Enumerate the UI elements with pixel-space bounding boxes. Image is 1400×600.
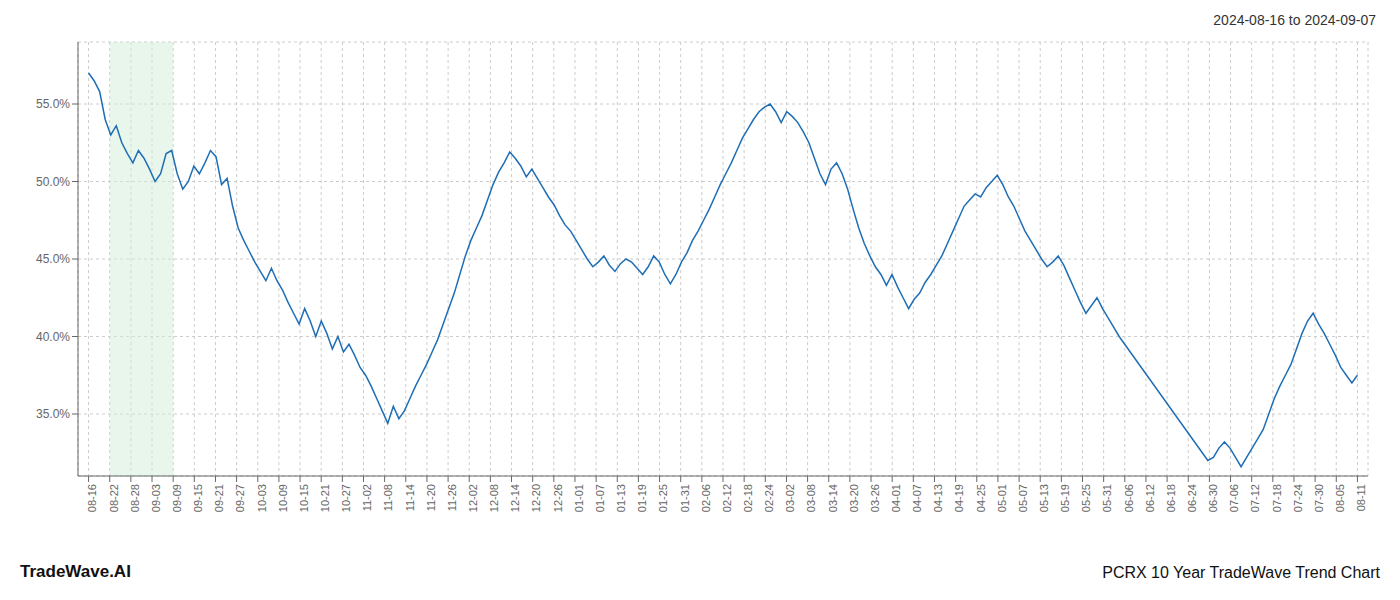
svg-text:09-03: 09-03 xyxy=(150,484,162,512)
svg-text:02-24: 02-24 xyxy=(763,484,775,512)
svg-text:05-01: 05-01 xyxy=(996,484,1008,512)
html-text:TradeWave.AI: TradeWave.AI xyxy=(20,562,131,581)
svg-text:09-27: 09-27 xyxy=(234,484,246,512)
svg-text:11-08: 11-08 xyxy=(382,484,394,511)
svg-text:05-25: 05-25 xyxy=(1080,484,1092,512)
svg-text:12-26: 12-26 xyxy=(552,484,564,512)
svg-text:05-07: 05-07 xyxy=(1017,484,1029,512)
svg-text:01-25: 01-25 xyxy=(657,484,669,512)
svg-text:06-18: 06-18 xyxy=(1165,484,1177,512)
svg-text:06-06: 06-06 xyxy=(1123,484,1135,512)
svg-text:08-28: 08-28 xyxy=(129,484,141,512)
svg-text:01-31: 01-31 xyxy=(679,484,691,512)
html-text:2024-08-16 to 2024-09-07: 2024-08-16 to 2024-09-07 xyxy=(1213,12,1376,28)
svg-text:07-12: 07-12 xyxy=(1249,484,1261,512)
svg-text:11-26: 11-26 xyxy=(446,484,458,511)
svg-text:01-07: 01-07 xyxy=(594,484,606,512)
svg-text:03-02: 03-02 xyxy=(784,484,796,512)
svg-text:10-15: 10-15 xyxy=(298,484,310,512)
svg-text:05-31: 05-31 xyxy=(1101,484,1113,512)
svg-text:07-24: 07-24 xyxy=(1292,484,1304,512)
svg-text:07-06: 07-06 xyxy=(1228,484,1240,512)
svg-text:04-25: 04-25 xyxy=(975,484,987,512)
svg-text:01-19: 01-19 xyxy=(636,484,648,512)
svg-text:03-20: 03-20 xyxy=(848,484,860,512)
svg-text:12-14: 12-14 xyxy=(509,484,521,512)
svg-text:02-06: 02-06 xyxy=(700,484,712,512)
svg-text:02-12: 02-12 xyxy=(721,484,733,512)
svg-text:12-20: 12-20 xyxy=(530,484,542,512)
svg-text:04-19: 04-19 xyxy=(953,484,965,512)
svg-text:02-18: 02-18 xyxy=(742,484,754,512)
svg-text:08-22: 08-22 xyxy=(108,484,120,512)
svg-text:09-15: 09-15 xyxy=(192,484,204,512)
svg-text:45.0%: 45.0% xyxy=(36,252,70,266)
svg-text:50.0%: 50.0% xyxy=(36,175,70,189)
svg-text:09-21: 09-21 xyxy=(213,484,225,512)
svg-text:01-13: 01-13 xyxy=(615,484,627,512)
svg-text:03-26: 03-26 xyxy=(869,484,881,512)
svg-text:10-09: 10-09 xyxy=(277,484,289,512)
svg-text:08-05: 08-05 xyxy=(1334,484,1346,512)
svg-text:04-13: 04-13 xyxy=(932,484,944,512)
svg-text:09-09: 09-09 xyxy=(171,484,183,512)
svg-text:10-21: 10-21 xyxy=(319,484,331,512)
svg-text:05-19: 05-19 xyxy=(1059,484,1071,512)
svg-text:03-08: 03-08 xyxy=(805,484,817,512)
svg-text:40.0%: 40.0% xyxy=(36,330,70,344)
svg-text:08-11: 08-11 xyxy=(1355,484,1367,511)
svg-text:55.0%: 55.0% xyxy=(36,97,70,111)
svg-text:06-12: 06-12 xyxy=(1144,484,1156,512)
html-text:PCRX 10 Year TradeWave Trend C: PCRX 10 Year TradeWave Trend Chart xyxy=(1102,564,1380,581)
svg-text:11-02: 11-02 xyxy=(361,484,373,511)
svg-text:06-24: 06-24 xyxy=(1186,484,1198,512)
svg-text:01-01: 01-01 xyxy=(573,484,585,512)
svg-text:07-30: 07-30 xyxy=(1313,484,1325,512)
svg-text:04-01: 04-01 xyxy=(890,484,902,512)
svg-text:10-27: 10-27 xyxy=(340,484,352,512)
svg-text:35.0%: 35.0% xyxy=(36,407,70,421)
svg-text:11-14: 11-14 xyxy=(404,484,416,511)
svg-text:10-03: 10-03 xyxy=(256,484,268,512)
svg-text:08-16: 08-16 xyxy=(86,484,98,512)
svg-text:03-14: 03-14 xyxy=(827,484,839,512)
svg-text:04-07: 04-07 xyxy=(911,484,923,512)
svg-text:05-13: 05-13 xyxy=(1038,484,1050,512)
svg-text:12-02: 12-02 xyxy=(467,484,479,512)
svg-text:12-08: 12-08 xyxy=(488,484,500,512)
svg-text:07-18: 07-18 xyxy=(1271,484,1283,512)
svg-text:06-30: 06-30 xyxy=(1207,484,1219,512)
svg-text:11-20: 11-20 xyxy=(425,484,437,511)
